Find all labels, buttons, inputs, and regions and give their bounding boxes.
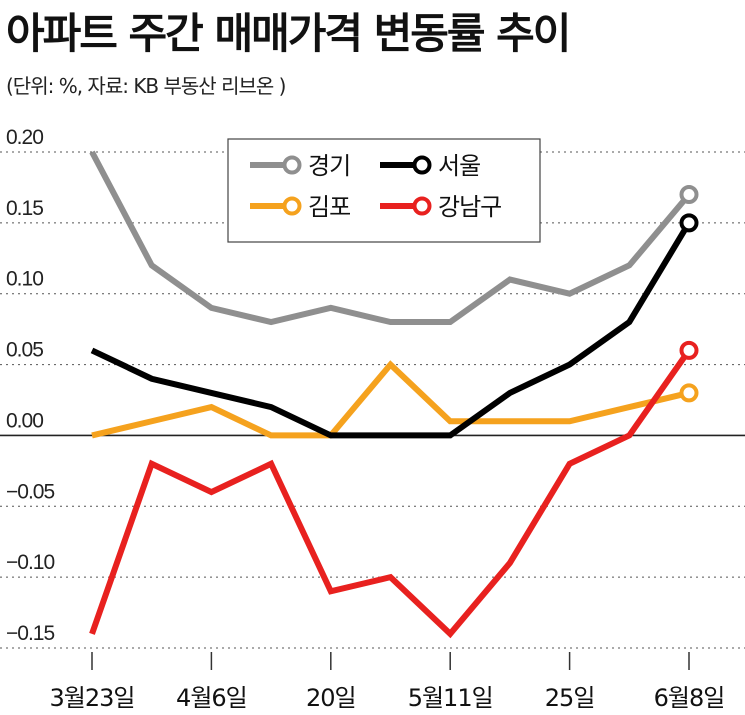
x-tick-label: 4월6일	[176, 684, 247, 712]
legend-label-서울: 서울	[438, 152, 480, 180]
series-line-경기	[89, 150, 692, 326]
series-end-markers	[679, 185, 699, 403]
x-tick-label: 5월11일	[408, 684, 493, 712]
legend-label-경기: 경기	[308, 152, 350, 180]
x-axis-ticks: 3월23일 4월6일 20일 5월11일 25일 6월8일	[50, 652, 725, 712]
series-line-김포	[91, 360, 690, 439]
chart-subtitle: (단위: %, 자료: KB 부동산 리브온 )	[6, 74, 286, 98]
x-tick-label: 25일	[545, 684, 595, 712]
series-line-강남구	[89, 348, 692, 639]
end-marker-김포	[679, 383, 699, 403]
legend-swatch-marker	[282, 155, 302, 175]
legend-swatch-marker	[412, 196, 432, 216]
series-line-서울	[90, 221, 692, 439]
y-tick-label: −0.15	[6, 622, 54, 645]
legend-swatch-marker	[282, 196, 302, 216]
x-tick-label: 6월8일	[654, 684, 725, 712]
y-tick-label: 0.15	[6, 197, 43, 220]
legend-swatch-marker	[412, 155, 432, 175]
y-tick-label: 0.00	[6, 409, 43, 432]
y-axis-ticks: 0.20 0.15 0.10 0.05 0.00 −0.05 −0.10 −0.15	[6, 126, 55, 645]
y-tick-label: −0.10	[6, 551, 54, 574]
end-marker-강남구	[679, 340, 699, 360]
end-marker-서울	[679, 213, 699, 233]
x-tick-label: 20일	[306, 684, 356, 712]
end-marker-경기	[679, 185, 699, 205]
legend-label-강남구: 강남구	[438, 193, 501, 221]
y-tick-label: −0.05	[6, 480, 54, 503]
legend-box	[227, 138, 541, 243]
y-tick-label: 0.05	[6, 339, 43, 362]
chart-title: 아파트 주간 매매가격 변동률 추이	[6, 9, 571, 58]
y-tick-label: 0.20	[6, 126, 43, 149]
legend-label-김포: 김포	[308, 193, 350, 221]
series-lines	[89, 150, 692, 639]
x-tick-label: 3월23일	[50, 684, 135, 712]
y-tick-label: 0.10	[6, 268, 43, 291]
